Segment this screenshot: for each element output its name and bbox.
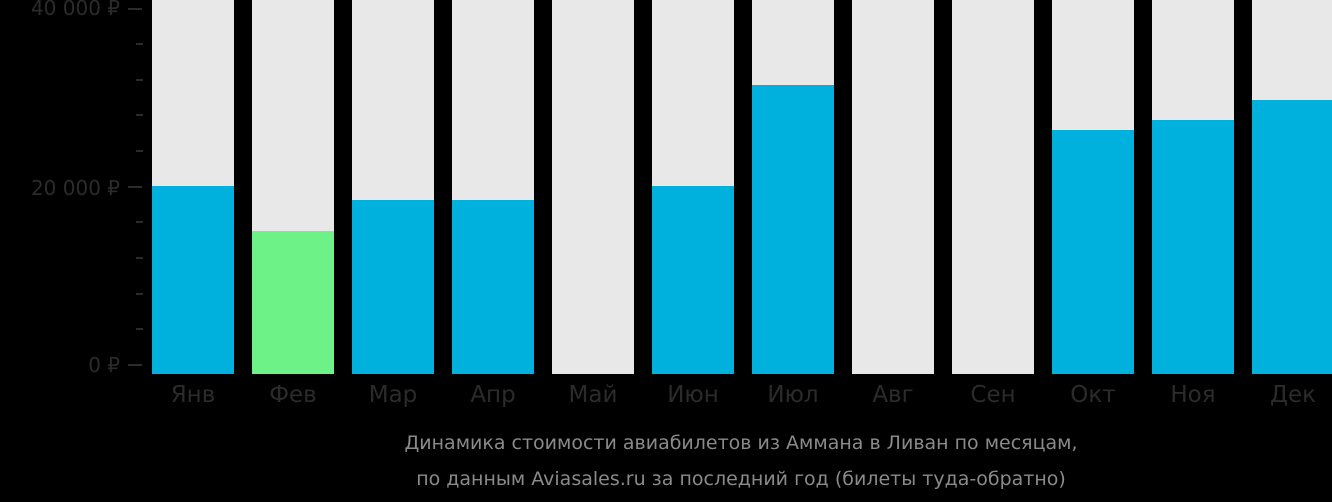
y-tick (136, 43, 143, 46)
x-tick-label: Май (568, 382, 618, 408)
y-tick (136, 292, 143, 295)
x-tick-label: Апр (470, 382, 516, 408)
x-tick-label: Мар (368, 382, 418, 408)
y-tick-label-0: 0 ₽ (88, 353, 120, 377)
bar-Июн[interactable] (652, 185, 734, 374)
y-tick (136, 257, 143, 260)
y-tick-label-20000: 20 000 ₽ (30, 176, 120, 200)
x-tick-label: Янв (170, 382, 216, 408)
y-tick (136, 78, 143, 81)
y-tick-label-40000: 40 000 ₽ (30, 0, 120, 20)
y-tick (128, 185, 142, 188)
y-tick (128, 7, 142, 10)
x-tick-label: Окт (1070, 382, 1116, 408)
chart-caption-line1: Динамика стоимости авиабилетов из Аммана… (404, 432, 1078, 454)
bar-Янв[interactable] (152, 185, 234, 374)
x-tick-label: Ноя (1170, 382, 1216, 408)
bar-Июл[interactable] (752, 85, 834, 374)
bar-Фев[interactable] (252, 231, 334, 374)
bar-Дек[interactable] (1252, 100, 1332, 374)
bar-background (552, 0, 634, 374)
x-tick-label: Дек (1269, 382, 1316, 408)
x-tick-label: Авг (872, 382, 914, 408)
y-tick (128, 364, 142, 366)
bar-Ноя[interactable] (1152, 119, 1234, 374)
bar-Апр[interactable] (452, 200, 534, 374)
bar-Мар[interactable] (352, 200, 434, 374)
chart-caption-line2: по данным Aviasales.ru за последний год … (416, 468, 1066, 490)
x-tick-label: Июл (767, 382, 819, 408)
y-tick (136, 114, 143, 117)
y-tick (136, 150, 143, 153)
x-tick-label: Сен (970, 382, 1016, 408)
bar-background (852, 0, 934, 374)
y-tick (136, 221, 143, 224)
x-tick-label: Июн (667, 382, 719, 408)
x-tick-label: Фев (269, 382, 317, 408)
bar-background (952, 0, 1034, 374)
y-tick (136, 328, 143, 331)
bar-Окт[interactable] (1052, 129, 1134, 374)
